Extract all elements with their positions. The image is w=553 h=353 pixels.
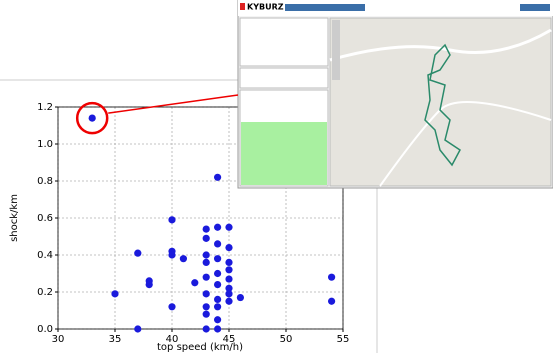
point [214, 174, 221, 181]
logo: KYBURZ [247, 3, 284, 12]
point [203, 259, 210, 266]
point [214, 255, 221, 262]
point [168, 303, 175, 310]
y-tick-label: 1.0 [37, 139, 53, 150]
point [225, 298, 232, 305]
highlighted-rows [241, 122, 327, 185]
logo-icon [240, 3, 245, 10]
point [203, 226, 210, 233]
point [214, 240, 221, 247]
point [225, 259, 232, 266]
point [225, 275, 232, 282]
point [203, 274, 210, 281]
point [214, 303, 221, 310]
point [89, 115, 96, 122]
x-tick-label: 50 [280, 334, 293, 345]
x-tick-label: 55 [337, 334, 350, 345]
form-panel [240, 18, 328, 66]
y-tick-label: 0.8 [37, 176, 53, 187]
point [168, 251, 175, 258]
y-tick-label: 1.2 [37, 102, 53, 113]
point [328, 274, 335, 281]
point [237, 294, 244, 301]
point [214, 325, 221, 332]
point [134, 325, 141, 332]
y-tick-label: 0.0 [37, 324, 53, 335]
point [214, 316, 221, 323]
zoom-bar [332, 20, 340, 80]
point [111, 290, 118, 297]
point [203, 290, 210, 297]
point [225, 244, 232, 251]
x-tick-label: 30 [52, 334, 65, 345]
point [225, 266, 232, 273]
point [225, 290, 232, 297]
info-panel [240, 68, 328, 88]
point [225, 224, 232, 231]
point [191, 279, 198, 286]
toolbar [520, 4, 550, 11]
point [134, 250, 141, 257]
callout-line [108, 95, 238, 113]
point [214, 224, 221, 231]
point [214, 296, 221, 303]
inset-screenshot: KYBURZ [238, 0, 553, 188]
y-tick-label: 0.6 [37, 213, 53, 224]
y-tick-label: 0.4 [37, 250, 53, 261]
point [203, 325, 210, 332]
point [214, 270, 221, 277]
point [203, 251, 210, 258]
point [168, 216, 175, 223]
map [330, 18, 551, 186]
figure: 0.00.20.40.60.81.01.2303540455055 top sp… [0, 0, 553, 353]
x-tick-label: 35 [109, 334, 122, 345]
y-tick-label: 0.2 [37, 287, 53, 298]
toolbar [285, 4, 365, 11]
point [180, 255, 187, 262]
y-axis-label: shock/km [9, 194, 20, 242]
point [328, 298, 335, 305]
point [203, 303, 210, 310]
point [203, 311, 210, 318]
point [146, 281, 153, 288]
x-axis-label: top speed (km/h) [157, 342, 243, 353]
point [214, 281, 221, 288]
point [203, 235, 210, 242]
